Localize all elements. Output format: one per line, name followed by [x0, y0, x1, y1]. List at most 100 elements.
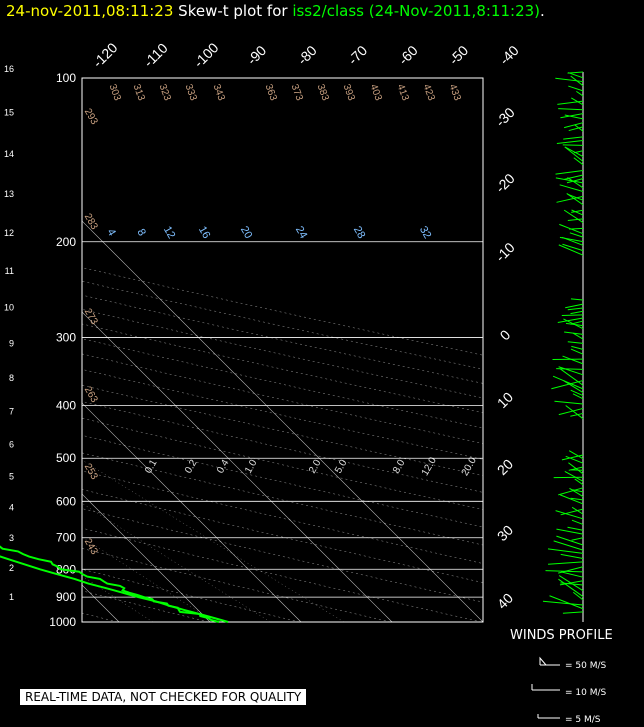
wind-barb: [567, 341, 584, 344]
dry-adiabat-label: 243: [82, 537, 100, 557]
temperature-tick-label: 40: [494, 590, 516, 612]
dry-adiabat: [82, 401, 483, 493]
wind-barb: [562, 355, 584, 365]
mixing-ratio-label: 8: [134, 227, 147, 238]
chart-grid: [0, 77, 484, 623]
wind-barb: [569, 487, 584, 498]
dry-adiabat-label: 263: [82, 385, 100, 405]
dry-adiabat-label: 403: [368, 83, 384, 103]
title-source: iss2/class: [292, 2, 364, 20]
wind-barb: [566, 193, 584, 206]
wind-barb: [571, 519, 584, 525]
wind-barb: [571, 209, 584, 213]
wind-barb: [548, 561, 584, 565]
dry-adiabat: [82, 369, 483, 460]
dry-adiabat-label: 293: [82, 107, 100, 127]
wind-barb: [563, 209, 584, 224]
wind-barb: [557, 317, 584, 323]
mixing-ratio-label: 16: [196, 224, 213, 241]
dry-adiabat: [82, 280, 483, 370]
wind-barb: [571, 345, 584, 350]
mixing-ratio-label: 28: [351, 224, 368, 241]
wind-barb: [572, 489, 584, 493]
wind-barb: [558, 575, 584, 592]
dry-adiabat-label: 423: [421, 83, 437, 103]
height-tick-label: 1: [9, 592, 14, 602]
wind-barb: [567, 526, 584, 531]
dry-adiabat: [82, 267, 483, 356]
wind-barb: [555, 170, 584, 175]
dry-adiabat-label: 283: [82, 212, 100, 232]
pressure-tick-label: 200: [56, 235, 76, 249]
temperature-tick-label: -40: [496, 42, 522, 68]
wind-barb: [574, 478, 584, 486]
dry-adiabat: [82, 309, 483, 399]
wind-barb: [549, 595, 584, 610]
isotherm-line: [0, 78, 28, 622]
mixing-ratio-label: 4: [104, 227, 117, 238]
wind-barb: [564, 146, 584, 158]
temperature-tick-label: -120: [89, 39, 120, 70]
height-tick-label: 16: [4, 64, 14, 74]
pressure-tick-label: 100: [56, 71, 76, 85]
temperature-tick-label: -100: [190, 39, 221, 70]
wind-barb: [568, 126, 584, 132]
wind-barb: [559, 184, 584, 192]
isotherm-line: [82, 311, 393, 622]
isotherm-line: [82, 402, 302, 622]
wind-barb: [557, 100, 584, 105]
saturation-label: 1.0: [243, 458, 260, 476]
wind-barb: [565, 455, 584, 464]
pressure-tick-label: 500: [56, 451, 76, 465]
mixing-ratio-label: 12: [161, 224, 178, 241]
temperature-tick-label: -60: [395, 42, 421, 68]
wind-barb: [568, 462, 584, 475]
mixing-ratio-line: [0, 406, 41, 623]
dry-adiabat: [82, 508, 483, 603]
dry-adiabat-label: 363: [263, 83, 279, 103]
wind-legend-symbol-5: [537, 714, 560, 719]
wind-barb: [562, 611, 584, 614]
mixing-ratio-line: [82, 503, 271, 622]
height-tick-label: 12: [4, 228, 14, 238]
mixing-ratio-line: [82, 459, 345, 622]
dry-adiabat: [82, 353, 483, 444]
dry-adiabat: [82, 590, 209, 622]
wind-barb: [571, 209, 584, 216]
wind-barb: [560, 571, 584, 578]
wind-barb: [558, 108, 584, 111]
wind-barb: [563, 380, 584, 393]
wind-barb: [555, 177, 584, 184]
temperature-tick-label: 20: [494, 456, 516, 478]
dry-adiabat-label: 253: [82, 462, 100, 482]
dry-adiabat: [82, 417, 483, 510]
wind-barb: [564, 146, 584, 162]
mixing-ratio-label: 20: [238, 224, 255, 241]
wind-barb: [562, 243, 584, 252]
dry-adiabat-label: 383: [315, 83, 331, 103]
dry-adiabat: [82, 569, 300, 622]
height-tick-label: 11: [5, 266, 14, 276]
dry-adiabat-label: 333: [183, 83, 199, 103]
temperature-tick-label: -50: [446, 42, 472, 68]
wind-legend-symbol-10: [531, 684, 560, 691]
temperature-tick-label: -70: [345, 42, 371, 68]
dry-adiabat-label: 323: [157, 83, 173, 103]
sounding-trace: [0, 555, 229, 623]
temperature-tick-label: -90: [244, 42, 270, 68]
wind-barb: [572, 393, 584, 400]
wind-barb: [563, 136, 584, 140]
wind-barb: [561, 454, 584, 461]
saturation-label: 0.1: [143, 458, 160, 476]
wind-barb: [570, 497, 584, 501]
wind-barb: [552, 375, 584, 390]
wind-barb: [560, 494, 584, 505]
pressure-tick-label: 300: [56, 331, 76, 345]
temperature-tick-label: 10: [494, 389, 516, 411]
wind-barb: [556, 139, 584, 144]
dry-adiabat-label: 303: [107, 83, 123, 103]
wind-barb: [568, 450, 584, 460]
plot-area: [0, 78, 483, 623]
dry-adiabat: [82, 470, 483, 564]
